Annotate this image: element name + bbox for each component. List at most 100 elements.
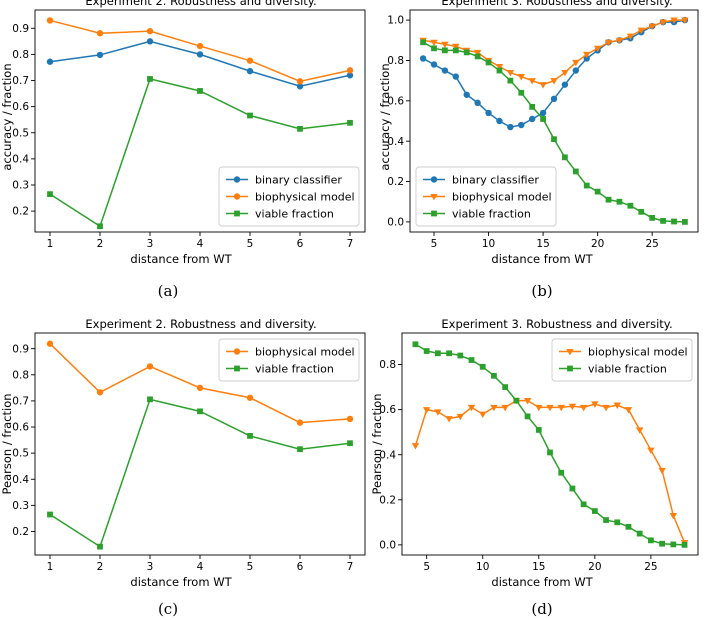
data-point-biophysical-model [296, 419, 304, 426]
y-tick-label: 0.4 [12, 474, 29, 486]
data-point-viable-fraction [507, 77, 514, 84]
data-point-biophysical-model [146, 363, 154, 370]
y-tick-label: 0.9 [12, 343, 29, 355]
data-point-viable-fraction [247, 433, 253, 439]
data-point-viable-fraction [583, 182, 590, 189]
data-point-viable-fraction [446, 350, 452, 357]
panel-d-xlabel: distance from WT [491, 575, 593, 589]
data-point-viable-fraction [412, 341, 419, 348]
data-point-biophysical-model [434, 409, 442, 416]
panel-a: Experiment 2. Robustness and diversity. … [0, 0, 366, 300]
plot-frame [401, 332, 699, 556]
panel-c-ylabel: Pearson / fraction [0, 393, 14, 494]
data-point-binary-classifier [583, 55, 590, 62]
data-point-binary-classifier [419, 55, 427, 62]
panel-b-xlabel: distance from WT [491, 252, 593, 266]
data-point-biophysical-model [561, 70, 569, 77]
legend-marker-viable-fraction [234, 210, 240, 217]
data-point-biophysical-model [456, 413, 464, 421]
data-point-binary-classifier [441, 67, 449, 74]
data-point-biophysical-model [346, 67, 354, 74]
data-point-binary-classifier [430, 61, 438, 68]
data-point-viable-fraction [572, 168, 579, 175]
y-tick-label: 0.3 [12, 180, 29, 192]
data-point-viable-fraction [147, 396, 153, 403]
data-point-binary-classifier [528, 115, 536, 123]
legend-label-viable-fraction: viable fraction [588, 363, 667, 376]
data-point-binary-classifier [146, 38, 154, 45]
data-point-biophysical-model [626, 33, 635, 41]
data-point-viable-fraction [529, 103, 536, 110]
data-point-biophysical-model [196, 42, 204, 50]
legend-label-binary-classifier: binary classifier [452, 174, 539, 187]
data-point-biophysical-model [46, 17, 54, 24]
data-point-binary-classifier [474, 99, 481, 107]
y-tick-label: 0.0 [387, 217, 404, 229]
data-point-viable-fraction [452, 47, 459, 54]
x-tick-label: 10 [476, 561, 489, 573]
data-point-viable-fraction [603, 517, 609, 523]
data-point-viable-fraction [485, 59, 492, 66]
panel-a-xlabel: distance from WT [130, 252, 232, 266]
data-point-biophysical-model [473, 49, 482, 57]
legend-box [218, 166, 360, 227]
data-point-biophysical-model [613, 402, 621, 409]
legend-box [551, 338, 693, 382]
data-point-viable-fraction [616, 198, 623, 205]
data-point-biophysical-model [568, 403, 577, 411]
legend-marker-biophysical-model [566, 348, 574, 356]
data-point-viable-fraction [491, 372, 497, 379]
data-point-biophysical-model [411, 443, 420, 450]
legend-label-viable-fraction: viable fraction [255, 363, 334, 376]
data-point-biophysical-model [593, 45, 602, 53]
x-tick-label: 20 [591, 238, 604, 250]
panel-a-ylabel: accuracy / fraction [0, 63, 14, 170]
legend-marker-biophysical-model [430, 193, 438, 201]
data-point-viable-fraction [347, 440, 353, 447]
data-point-viable-fraction [648, 537, 654, 544]
data-point-biophysical-model [517, 74, 525, 81]
series-line-binary-classifier [422, 19, 686, 128]
series-line-biophysical-model [49, 19, 351, 83]
panel-b-plot: 5 10 15 20 25 0.0 0.2 0.4 0.6 0.8 1.0 binary classi… [387, 9, 699, 250]
y-tick-label: 0.3 [12, 500, 29, 512]
data-point-binary-classifier [463, 91, 470, 98]
data-point-biophysical-model [659, 19, 667, 26]
data-point-biophysical-model [591, 401, 599, 408]
data-point-viable-fraction [457, 352, 464, 359]
data-point-biophysical-model [246, 394, 254, 401]
data-point-biophysical-model [647, 447, 655, 455]
y-tick-label: 0.6 [387, 95, 404, 107]
x-tick-label: 5 [423, 561, 430, 573]
data-point-binary-classifier [452, 73, 460, 80]
data-point-viable-fraction [297, 446, 303, 453]
data-point-biophysical-model [550, 78, 558, 85]
x-tick-label: 2 [97, 238, 104, 250]
y-tick-label: 0.2 [387, 176, 404, 188]
data-point-viable-fraction [463, 49, 470, 56]
panel-b-title: Experiment 3. Robustness and diversity. [441, 0, 672, 8]
data-point-biophysical-model [96, 30, 104, 37]
x-tick-label: 5 [431, 238, 438, 250]
y-tick-label: 0.5 [12, 448, 29, 460]
y-tick-label: 0.5 [12, 127, 29, 139]
data-point-viable-fraction [423, 348, 430, 354]
data-point-viable-fraction [518, 89, 525, 96]
data-point-viable-fraction [474, 53, 481, 60]
data-point-viable-fraction [670, 541, 677, 548]
legend-marker-binary-classifier [430, 176, 438, 183]
data-point-viable-fraction [442, 47, 448, 54]
x-tick-label: 3 [147, 561, 154, 573]
data-point-biophysical-model [490, 404, 498, 412]
data-point-viable-fraction [434, 350, 441, 357]
data-point-biophysical-model [604, 39, 613, 47]
data-point-viable-fraction [479, 363, 486, 370]
data-point-viable-fraction [625, 523, 632, 530]
x-tick-label: 2 [97, 561, 104, 573]
data-point-biophysical-model [557, 404, 565, 412]
y-tick-label: 0.8 [387, 55, 404, 67]
data-point-viable-fraction [562, 154, 568, 161]
data-point-binary-classifier [46, 58, 54, 65]
data-point-viable-fraction [97, 223, 103, 230]
x-tick-label: 25 [644, 561, 657, 573]
